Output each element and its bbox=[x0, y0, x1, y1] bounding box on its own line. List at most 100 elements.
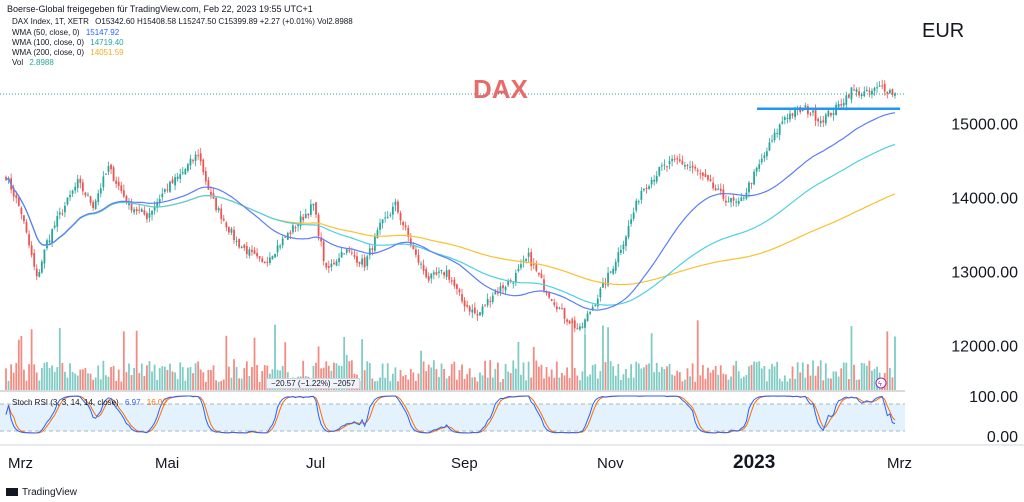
volume-bar bbox=[622, 374, 625, 390]
volume-bar bbox=[473, 377, 476, 390]
candle-body bbox=[112, 167, 115, 182]
volume-bar bbox=[578, 380, 581, 390]
volume-bar bbox=[181, 367, 184, 390]
candle-body bbox=[227, 227, 230, 233]
legend-wma200[interactable]: WMA (200, close, 0) 14051.59 bbox=[12, 48, 124, 57]
candle-body bbox=[251, 249, 253, 252]
candle-body bbox=[794, 108, 796, 118]
candle-body bbox=[69, 195, 71, 198]
stoch-legend-label: Stoch RSI (3, 3, 14, 14, close) bbox=[12, 398, 119, 407]
volume-bar bbox=[517, 341, 520, 390]
volume-bar bbox=[804, 377, 807, 390]
candle-body bbox=[763, 155, 766, 159]
volume-bar bbox=[174, 372, 176, 390]
volume-bar bbox=[66, 377, 69, 390]
candle-body bbox=[832, 113, 835, 115]
candle-body bbox=[304, 213, 307, 219]
volume-bar bbox=[766, 381, 768, 390]
volume-bar bbox=[717, 374, 720, 390]
volume-bar bbox=[468, 368, 471, 390]
candle-body bbox=[87, 194, 89, 196]
legend-wma50[interactable]: WMA (50, close, 0) 15147.92 bbox=[12, 28, 119, 37]
volume-bar bbox=[494, 368, 497, 390]
volume-bar bbox=[238, 378, 241, 390]
candle-body bbox=[292, 225, 294, 233]
volume-bar bbox=[189, 367, 192, 390]
candle-body bbox=[399, 213, 402, 221]
volume-bar bbox=[824, 363, 827, 390]
volume-bar bbox=[112, 365, 115, 390]
legend-volume[interactable]: Vol 2.8988 bbox=[12, 58, 54, 67]
volume-bar bbox=[873, 368, 876, 390]
candle-body bbox=[494, 291, 497, 295]
candle-body bbox=[753, 171, 755, 185]
candle-body bbox=[333, 262, 335, 265]
candle-body bbox=[484, 305, 486, 307]
volume-bar bbox=[561, 372, 563, 390]
volume-bar bbox=[537, 366, 540, 390]
candle-body bbox=[107, 165, 110, 172]
candle-body bbox=[64, 205, 66, 213]
volume-bar bbox=[471, 377, 474, 390]
volume-bar bbox=[204, 381, 207, 390]
candle-body bbox=[830, 112, 832, 116]
candle-body bbox=[207, 180, 210, 190]
stoch-legend[interactable]: Stoch RSI (3, 3, 14, 14, close) 6.97 16.… bbox=[12, 398, 167, 407]
candle-body bbox=[689, 166, 691, 168]
volume-bar bbox=[555, 361, 558, 390]
volume-bar bbox=[453, 361, 456, 390]
volume-bar bbox=[666, 366, 668, 390]
candle-body bbox=[771, 140, 773, 142]
candle-body bbox=[143, 210, 146, 215]
volume-bar bbox=[374, 381, 376, 390]
volume-bar bbox=[120, 381, 123, 390]
volume-bar bbox=[440, 363, 443, 390]
candle-body bbox=[681, 160, 684, 165]
volume-bar bbox=[619, 380, 622, 390]
legend-wma200-value: 14051.59 bbox=[90, 48, 124, 57]
candle-body bbox=[302, 216, 305, 221]
candle-body bbox=[76, 179, 79, 188]
volume-bar bbox=[709, 372, 712, 390]
volume-bar bbox=[438, 377, 440, 390]
volume-bar bbox=[110, 366, 112, 390]
candle-body bbox=[453, 279, 456, 286]
candle-body bbox=[686, 165, 689, 167]
volume-bar bbox=[571, 318, 574, 390]
alert-icon[interactable] bbox=[875, 377, 887, 389]
candle-body bbox=[176, 176, 179, 180]
candle-body bbox=[760, 158, 763, 163]
volume-bar bbox=[707, 367, 709, 390]
volume-bar bbox=[522, 362, 525, 390]
volume-bar bbox=[23, 369, 25, 390]
legend-wma100[interactable]: WMA (100, close, 0) 14719.40 bbox=[12, 38, 124, 47]
volume-bar bbox=[79, 369, 82, 390]
candle-body bbox=[220, 208, 223, 220]
volume-bar bbox=[612, 366, 615, 390]
candle-body bbox=[527, 252, 530, 257]
volume-bar bbox=[799, 372, 802, 390]
candle-body bbox=[876, 87, 878, 89]
volume-bar bbox=[486, 377, 489, 390]
candle-body bbox=[276, 245, 279, 253]
candle-body bbox=[174, 177, 176, 186]
volume-bar bbox=[302, 360, 305, 390]
volume-bar bbox=[261, 371, 264, 390]
candle-body bbox=[427, 276, 430, 281]
volume-bar bbox=[771, 363, 773, 390]
volume-bar bbox=[230, 377, 233, 390]
volume-bar bbox=[888, 367, 891, 390]
candle-body bbox=[678, 159, 681, 162]
candle-body bbox=[837, 103, 840, 107]
volume-bar bbox=[461, 364, 463, 390]
candle-body bbox=[863, 91, 866, 96]
candle-body bbox=[187, 164, 189, 171]
candle-body bbox=[858, 91, 861, 96]
footer-branding[interactable]: TradingView bbox=[6, 487, 77, 498]
candle-body bbox=[263, 261, 266, 264]
candle-body bbox=[648, 186, 650, 189]
candle-body bbox=[30, 245, 33, 256]
candlesticks bbox=[5, 79, 896, 334]
symbol-name[interactable]: DAX Index, 1T, XETR bbox=[12, 17, 89, 26]
